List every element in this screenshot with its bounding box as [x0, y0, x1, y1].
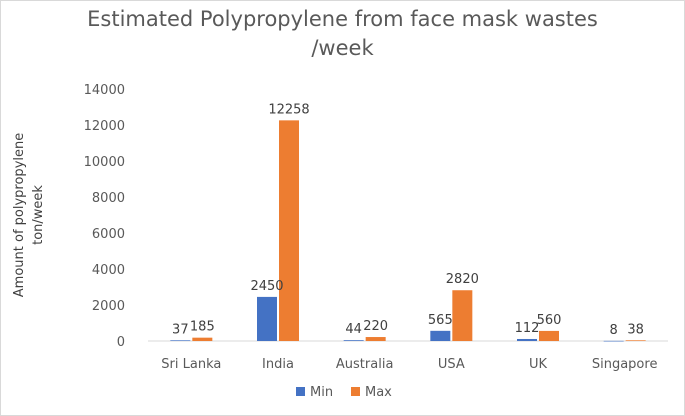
legend-label-min: Min — [310, 385, 333, 400]
y-axis-title-line-2: ton/week — [31, 185, 46, 245]
y-tick-label: 0 — [117, 335, 125, 350]
data-label-max: 38 — [627, 322, 644, 337]
y-tick-label: 6000 — [92, 227, 125, 242]
x-category-label: Australia — [336, 357, 394, 372]
x-category-label: India — [262, 357, 294, 372]
bar-max-australia — [365, 337, 386, 341]
data-label-max: 12258 — [268, 102, 309, 117]
legend-swatch-max — [351, 387, 360, 396]
y-tick-label: 14000 — [84, 83, 125, 98]
bar-min-usa — [430, 330, 451, 341]
bar-min-singapore — [603, 340, 624, 342]
x-category-label: USA — [438, 357, 465, 372]
data-label-min: 37 — [172, 322, 189, 337]
legend: Min Max — [296, 385, 392, 400]
bar-max-india — [279, 120, 299, 341]
bar-min-uk — [517, 338, 537, 341]
data-label-max: 220 — [363, 319, 388, 334]
bars-group — [170, 120, 646, 342]
data-label-min: 112 — [515, 321, 540, 336]
x-category-label: Singapore — [592, 357, 658, 372]
legend-label-max: Max — [365, 385, 392, 400]
bar-min-sri-lanka — [170, 340, 191, 341]
category-labels-group: Sri Lanka India Australia USA UK Singapore — [161, 357, 657, 372]
bar-max-sri-lanka — [192, 337, 213, 341]
data-label-min: 8 — [610, 323, 618, 338]
y-tick-label: 4000 — [92, 263, 125, 278]
data-label-min: 44 — [345, 322, 362, 337]
data-label-min: 565 — [428, 313, 453, 328]
bar-max-usa — [452, 290, 473, 341]
y-axis-title-line-1: Amount of polypropylene — [12, 133, 27, 297]
legend-swatch-min — [296, 387, 305, 396]
bar-min-australia — [343, 340, 364, 341]
data-label-max: 185 — [190, 320, 215, 335]
y-tick-label: 10000 — [84, 155, 125, 170]
data-label-max: 2820 — [446, 272, 479, 287]
x-category-label: Sri Lanka — [161, 357, 221, 372]
bar-max-uk — [539, 330, 559, 341]
chart-title: Estimated Polypropylene from face mask w… — [1, 5, 684, 63]
chart-title-line-1: Estimated Polypropylene from face mask w… — [87, 7, 598, 31]
bar-min-india — [257, 296, 277, 341]
y-tick-label: 8000 — [92, 191, 125, 206]
data-label-max: 560 — [537, 313, 562, 328]
chart-title-line-2: /week — [311, 36, 374, 60]
y-axis-ticks: 0 2000 4000 6000 8000 10000 12000 14000 — [84, 83, 125, 350]
y-axis-title: Amount of polypropylene ton/week — [12, 133, 46, 297]
y-tick-label: 2000 — [92, 299, 125, 314]
y-tick-label: 12000 — [84, 119, 125, 134]
x-category-label: UK — [529, 357, 548, 372]
bar-max-singapore — [625, 340, 646, 341]
data-label-min: 2450 — [250, 279, 283, 294]
